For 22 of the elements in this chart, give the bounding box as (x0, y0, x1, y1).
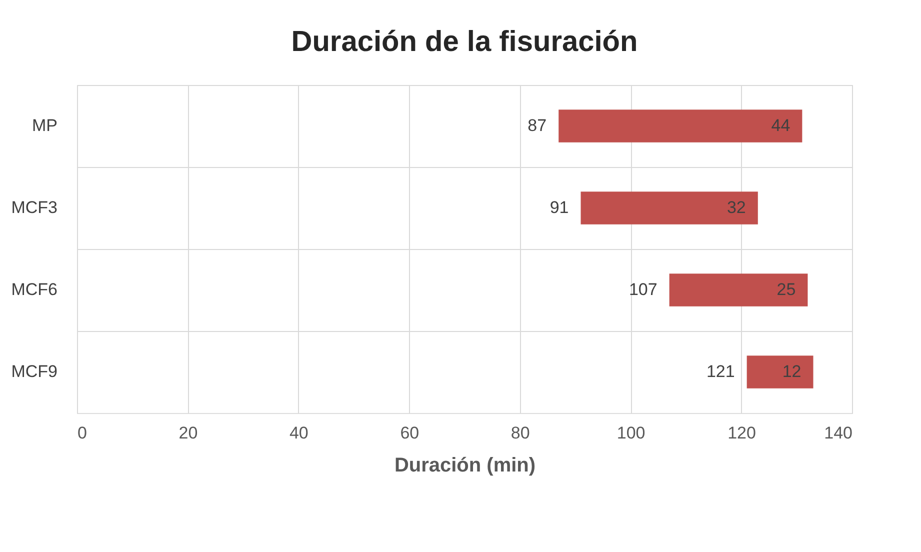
data-label: 32 (726, 198, 746, 217)
x-tick-label: 120 (728, 424, 756, 442)
chart-title: Duración de la fisuración (291, 26, 638, 58)
x-tick-label: 0 (78, 424, 87, 442)
x-axis-title: Duración (min) (394, 454, 536, 476)
x-tick-label: 100 (616, 424, 646, 442)
annotation: 121 (706, 362, 735, 381)
annotation: 91 (550, 198, 569, 217)
x-tick-label: 40 (289, 424, 308, 442)
y-tick-label: MP (32, 116, 58, 135)
data-label: 25 (776, 280, 796, 299)
data-label: 44 (771, 116, 790, 135)
annotation: 107 (628, 280, 658, 299)
y-tick-label: MCF9 (11, 362, 58, 381)
x-tick-label: 80 (510, 424, 530, 442)
x-tick-label: 140 (824, 424, 852, 442)
x-tick-label: 60 (400, 424, 420, 442)
y-tick-label: MCF6 (11, 280, 58, 299)
x-tick-label: 20 (178, 424, 198, 442)
data-label: 12 (782, 362, 802, 381)
annotation: 87 (528, 116, 547, 135)
y-tick-label: MCF3 (11, 198, 58, 217)
